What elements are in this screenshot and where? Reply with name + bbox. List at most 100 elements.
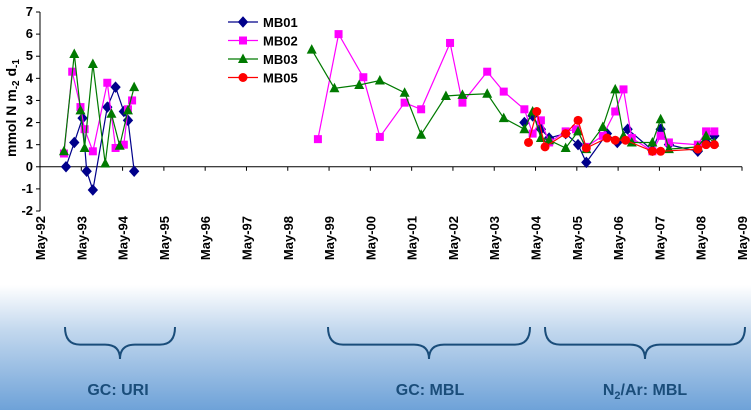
series-line-mb03	[63, 53, 135, 164]
data-point-mb03	[329, 82, 340, 93]
y-tick-label: 7	[26, 4, 33, 19]
data-point-mb03	[701, 130, 712, 140]
data-point-mb03	[655, 113, 666, 124]
legend-label-mb03: MB03	[263, 52, 298, 67]
data-point-mb05	[693, 144, 703, 154]
series-mb05	[524, 107, 719, 156]
series-line-mb01	[65, 85, 135, 191]
y-tick-label: -1	[21, 181, 33, 196]
data-point-mb02	[446, 38, 455, 47]
data-point-mb03	[535, 132, 546, 143]
data-point-mb02	[571, 125, 580, 134]
data-point-mb03	[544, 134, 555, 145]
data-point-mb02	[111, 143, 120, 152]
y-axis-title: mmol N m-2 d-1	[3, 59, 22, 157]
y-tick-label: 6	[26, 26, 33, 41]
data-point-mb02	[520, 105, 529, 114]
legend-label-mb01: MB01	[263, 15, 298, 30]
data-point-mb05	[561, 129, 571, 139]
data-point-mb01	[69, 136, 80, 149]
data-point-mb05	[709, 140, 719, 150]
legend-marker-mb01	[237, 16, 249, 28]
data-point-mb03	[87, 58, 98, 68]
data-point-mb02	[458, 98, 467, 107]
data-point-mb03	[597, 121, 608, 131]
data-point-mb03	[482, 88, 493, 98]
y-axis-label: mmol N m-2 d-1	[3, 59, 22, 157]
x-tick-label: May-02	[446, 216, 461, 260]
data-point-mb05	[610, 135, 620, 145]
group-label-gc-mbl: GC: MBL	[395, 382, 465, 399]
data-point-mb05	[647, 146, 657, 156]
group-label-gc-uri: GC: URI	[87, 382, 149, 399]
x-tick-label: May-93	[74, 216, 89, 260]
data-point-mb03	[69, 48, 80, 59]
data-point-mb02	[80, 125, 89, 134]
x-tick-label: May-92	[33, 216, 48, 260]
data-point-mb03	[306, 44, 317, 54]
data-point-mb02	[359, 73, 368, 82]
data-point-mb02	[334, 30, 343, 39]
brace-gc-uri	[64, 326, 176, 360]
data-point-mb02	[664, 138, 673, 147]
x-tick-label: May-96	[198, 216, 213, 260]
data-point-mb03	[610, 83, 621, 94]
data-point-mb03	[354, 79, 365, 89]
series-line-mb02	[63, 71, 133, 154]
group-label-n2ar-mbl: N2/Ar: MBL	[602, 382, 688, 403]
x-tick-label: May-03	[487, 216, 502, 260]
axes: -2 -1 0 1 2 3 4 5 6 7 May-92 May-93 May-94 May-95 May-…	[21, 4, 750, 260]
x-tick-label: May-07	[652, 216, 667, 260]
data-point-mb01	[87, 184, 99, 196]
y-tick-label: -2	[21, 203, 33, 218]
data-point-mb03	[647, 136, 658, 147]
legend-label-mb05: MB05	[263, 71, 298, 86]
data-point-mb02	[119, 140, 128, 149]
data-point-mb02	[103, 78, 112, 87]
series-line-mb05	[527, 111, 715, 152]
x-tick-label: May-94	[116, 215, 131, 260]
data-point-mb02	[598, 131, 607, 140]
data-point-mb03	[573, 125, 584, 136]
data-point-mb05	[540, 142, 550, 152]
y-tick-label: 3	[26, 92, 33, 107]
legend-marker-mb03	[238, 53, 248, 63]
data-point-mb01	[572, 138, 584, 151]
data-point-mb03	[416, 129, 427, 139]
series-layer	[58, 30, 720, 196]
data-point-mb02	[483, 67, 492, 76]
data-point-mb05	[602, 133, 612, 143]
data-point-mb02	[528, 129, 537, 138]
x-tick-label: May-95	[157, 216, 172, 260]
data-point-mb01	[581, 156, 592, 169]
data-point-mb03	[457, 89, 468, 99]
data-point-mb05	[701, 140, 711, 150]
y-tick-label: 5	[26, 48, 33, 63]
x-tick-label: May-99	[322, 216, 337, 260]
data-point-mb02	[375, 132, 384, 141]
data-point-mb05	[621, 135, 631, 145]
data-point-mb02	[710, 127, 719, 136]
legend: MB01 MB02 MB03 MB05	[228, 15, 298, 86]
x-tick-label: May-01	[405, 216, 420, 260]
data-point-mb03	[79, 142, 90, 152]
x-tick-label: May-06	[611, 216, 626, 260]
x-tick-label: May-00	[363, 216, 378, 260]
x-tick-label: May-98	[281, 216, 296, 260]
data-point-mb05	[524, 137, 534, 147]
data-point-mb01	[110, 81, 121, 93]
data-point-mb02	[417, 105, 426, 114]
y-tick-label: 4	[26, 70, 34, 85]
x-tick-label: May-08	[694, 216, 709, 260]
data-point-mb02	[619, 85, 628, 94]
brace-n2ar-mbl	[544, 326, 746, 360]
data-point-mb03	[122, 104, 133, 115]
legend-marker-mb02	[239, 36, 247, 45]
data-point-mb05	[581, 143, 591, 153]
data-point-mb05	[532, 107, 542, 116]
x-tick-label: May-09	[735, 216, 750, 260]
legend-label-mb02: MB02	[263, 34, 298, 49]
data-point-mb02	[88, 147, 97, 156]
data-point-mb03	[440, 90, 451, 101]
